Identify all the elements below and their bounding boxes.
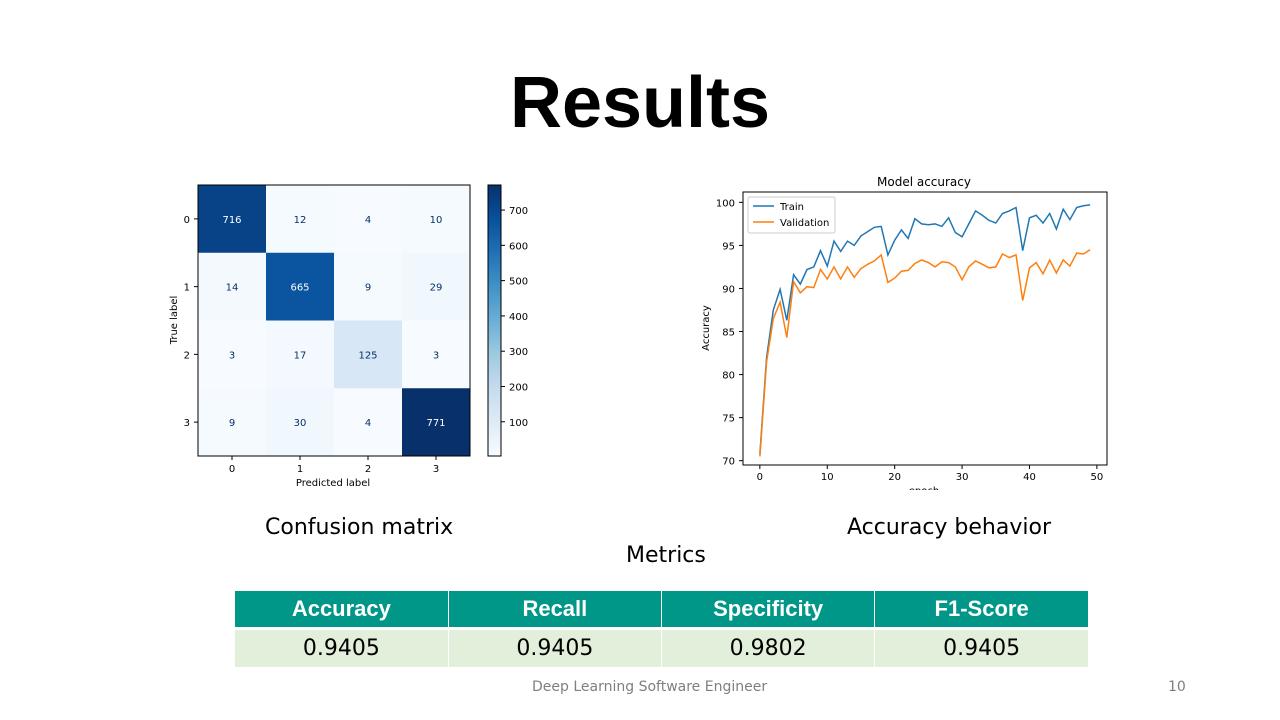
metrics-header-accuracy: Accuracy xyxy=(235,591,449,630)
slide-title: Results xyxy=(509,63,771,143)
cm-cell xyxy=(266,388,335,457)
accuracy-plot-frame xyxy=(742,191,1108,466)
metrics-value-f1-score: 0.9405 xyxy=(874,628,1088,667)
accuracy-chart-title: Model accuracy xyxy=(877,175,971,189)
metrics-caption: Metrics xyxy=(626,543,706,568)
page-number: 10 xyxy=(1168,679,1186,695)
acc-xtick-label: 50 xyxy=(1091,472,1104,483)
cm-cell xyxy=(198,185,267,254)
cm-cell-value: 12 xyxy=(294,215,307,226)
accuracy-chart-ylabel: Accuracy xyxy=(701,305,712,351)
acc-xtick-label: 20 xyxy=(888,472,901,483)
acc-xtick-label: 0 xyxy=(757,472,763,483)
cm-cell-value: 3 xyxy=(433,350,439,361)
metrics-value-accuracy: 0.9405 xyxy=(235,628,449,667)
series-line-train xyxy=(759,204,1091,454)
acc-ytick-label: 75 xyxy=(722,414,735,425)
cm-cell xyxy=(334,388,403,457)
cm-cell xyxy=(402,388,471,457)
cm-cell xyxy=(266,320,335,389)
colorbar-tick-label: 500 xyxy=(509,277,528,288)
acc-ytick-label: 85 xyxy=(722,328,735,339)
cm-cell xyxy=(266,185,335,254)
cm-cell-value: 125 xyxy=(358,350,377,361)
cm-xtick-label: 3 xyxy=(433,464,439,475)
cm-cell-value: 771 xyxy=(426,418,445,429)
acc-ytick-label: 90 xyxy=(722,284,735,295)
colorbar-tick-label: 100 xyxy=(509,418,528,429)
cm-cell xyxy=(198,388,267,457)
cm-cell-value: 9 xyxy=(365,283,371,294)
confusion-matrix-caption: Confusion matrix xyxy=(265,515,454,540)
cm-cell xyxy=(402,252,471,321)
footer-text: Deep Learning Software Engineer xyxy=(532,679,768,695)
accuracy-chart-xlabel: epoch xyxy=(909,486,939,490)
metrics-header-specificity: Specificity xyxy=(661,591,876,630)
colorbar-tick-label: 200 xyxy=(509,382,528,393)
confusion-matrix-xlabel: Predicted label xyxy=(296,478,370,489)
cm-cell-value: 4 xyxy=(365,418,371,429)
metrics-header-recall: Recall xyxy=(448,591,663,630)
metrics-table: Accuracy Recall Specificity F1-Score 0.9… xyxy=(235,591,1088,667)
metrics-header-f1-score: F1-Score xyxy=(874,591,1088,630)
cm-cell-value: 9 xyxy=(229,418,235,429)
colorbar-tick-label: 400 xyxy=(509,312,528,323)
acc-xtick-label: 10 xyxy=(821,472,834,483)
cm-cell-value: 17 xyxy=(294,350,307,361)
cm-cell xyxy=(402,185,471,254)
cm-cell-value: 10 xyxy=(430,215,443,226)
cm-cell xyxy=(198,320,267,389)
cm-cell-value: 3 xyxy=(229,350,235,361)
cm-cell xyxy=(334,185,403,254)
colorbar-tick-label: 600 xyxy=(509,241,528,252)
cm-xtick-label: 0 xyxy=(229,464,235,475)
cm-ytick-label: 3 xyxy=(184,418,190,429)
cm-cell xyxy=(198,252,267,321)
legend-validation-label: Validation xyxy=(780,218,829,229)
colorbar-tick-label: 700 xyxy=(509,206,528,217)
acc-xtick-label: 40 xyxy=(1023,472,1036,483)
cm-cell xyxy=(402,320,471,389)
cm-ytick-label: 0 xyxy=(184,215,190,226)
cm-ytick-label: 1 xyxy=(184,283,190,294)
cm-cell-value: 716 xyxy=(222,215,241,226)
accuracy-line-chart: Model accuracy 0 10 20 30 40 50 70 75 80 85 90 95 1… xyxy=(701,175,1108,490)
acc-ytick-label: 100 xyxy=(716,198,735,209)
accuracy-chart-legend: Train Validation xyxy=(747,196,836,234)
confusion-matrix-frame xyxy=(197,184,471,457)
cm-cell xyxy=(334,252,403,321)
acc-xtick-label: 30 xyxy=(956,472,969,483)
cm-cell-value: 14 xyxy=(226,283,239,294)
cm-cell-value: 29 xyxy=(430,283,443,294)
metrics-value-recall: 0.9405 xyxy=(448,628,663,667)
cm-cell xyxy=(334,320,403,389)
acc-ytick-label: 80 xyxy=(722,371,735,382)
accuracy-caption: Accuracy behavior xyxy=(847,515,1051,540)
legend-train-label: Train xyxy=(779,202,804,213)
metrics-value-specificity: 0.9802 xyxy=(661,628,876,667)
cm-cell-value: 4 xyxy=(365,215,371,226)
cm-xtick-label: 1 xyxy=(297,464,303,475)
cm-ytick-label: 2 xyxy=(184,350,190,361)
cm-cell-value: 30 xyxy=(294,418,307,429)
cm-cell-value: 665 xyxy=(290,283,309,294)
acc-ytick-label: 70 xyxy=(722,457,735,468)
series-line-validation xyxy=(759,249,1091,457)
acc-ytick-label: 95 xyxy=(722,241,735,252)
confusion-matrix-ylabel: True label xyxy=(169,296,180,346)
colorbar xyxy=(487,184,502,457)
metrics-header-row: Accuracy Recall Specificity F1-Score xyxy=(235,591,1088,630)
cm-cell xyxy=(266,252,335,321)
colorbar-tick-label: 300 xyxy=(509,347,528,358)
metrics-value-row: 0.9405 0.9405 0.9802 0.9405 xyxy=(235,628,1088,667)
cm-xtick-label: 2 xyxy=(365,464,371,475)
